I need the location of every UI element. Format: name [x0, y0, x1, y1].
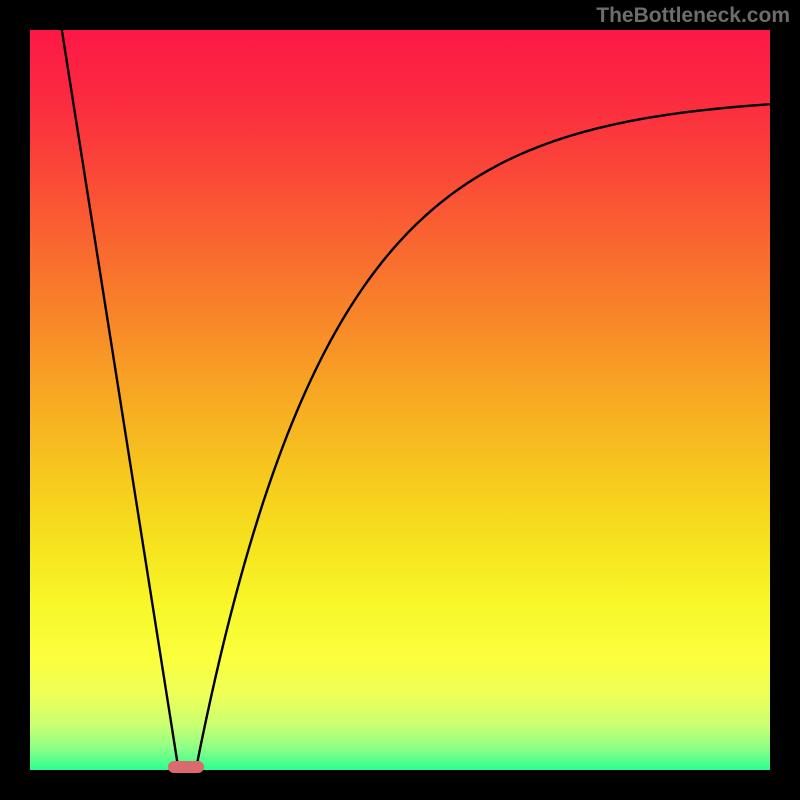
watermark-text: TheBottleneck.com	[596, 4, 790, 28]
chart-container: TheBottleneck.com	[0, 0, 800, 800]
plot-area	[30, 30, 770, 770]
optimal-marker	[168, 761, 204, 773]
gradient-background	[30, 30, 770, 770]
plot-svg	[30, 30, 770, 770]
